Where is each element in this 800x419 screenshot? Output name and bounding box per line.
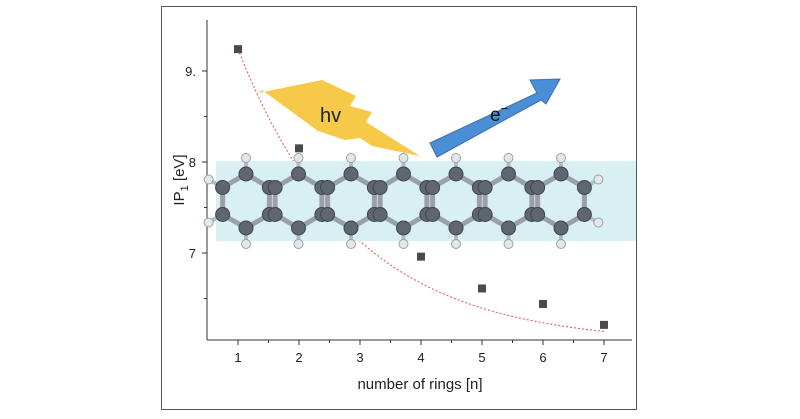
x-tick-label: 5: [478, 350, 485, 365]
data-point: [600, 320, 608, 329]
hydrogen-atom: [398, 239, 409, 249]
carbon-atom: [425, 207, 441, 222]
hydrogen-atom: [593, 217, 604, 228]
data-point: [295, 144, 303, 153]
hydrogen-atom: [398, 153, 409, 163]
carbon-atom: [267, 180, 283, 195]
hydrogen-atom: [593, 174, 604, 185]
electron-arrow-icon: [429, 78, 561, 158]
hydrogen-atom: [451, 239, 461, 249]
electron-label: e−: [490, 101, 508, 126]
electron-label-base: e: [490, 105, 501, 126]
y-tick-label: 9.: [185, 64, 196, 79]
carbon-atom: [477, 180, 493, 195]
fit-curve: [237, 49, 605, 332]
data-point: [539, 299, 547, 308]
carbon-atom: [320, 180, 336, 195]
carbon-atom: [576, 207, 592, 222]
carbon-atom: [320, 207, 336, 222]
y-tick-label: 8: [189, 155, 196, 170]
data-points-layer: [234, 45, 608, 329]
carbon-atom: [372, 180, 388, 195]
carbon-atom: [291, 220, 306, 236]
carbon-atom: [425, 180, 441, 195]
carbon-atom: [501, 220, 516, 236]
carbon-atom: [448, 166, 464, 182]
carbon-atom: [553, 220, 569, 236]
hydrogen-atom: [503, 153, 514, 163]
carbon-atom: [530, 180, 546, 195]
hydrogen-atom: [293, 239, 304, 249]
hydrogen-atom: [241, 239, 251, 249]
data-point: [417, 252, 425, 261]
carbon-atom: [343, 166, 359, 182]
carbon-atom: [215, 207, 231, 222]
carbon-atom: [501, 166, 516, 182]
pentacene-molecule: [203, 153, 604, 249]
lightning-bolt-icon: [258, 80, 420, 156]
fit-curve-layer: [237, 49, 605, 332]
carbon-atom: [530, 207, 546, 222]
carbon-atom: [576, 180, 592, 195]
carbon-atom: [238, 166, 254, 182]
x-axis-title: number of rings [n]: [357, 376, 482, 393]
y-tick-label: 7: [189, 246, 196, 261]
hydrogen-atom: [556, 153, 566, 163]
x-tick-label: 3: [356, 350, 363, 365]
hydrogen-atom: [451, 153, 461, 163]
carbon-atom: [372, 207, 388, 222]
carbon-atom: [396, 220, 411, 236]
x-tick-label: 4: [417, 350, 424, 365]
carbon-atom: [477, 207, 493, 222]
hydrogen-atom: [241, 153, 251, 163]
hydrogen-atom: [503, 239, 514, 249]
y-axis-title-sub: 1: [179, 185, 191, 191]
hydrogen-atom: [203, 217, 214, 228]
carbon-atom: [267, 207, 283, 222]
hydrogen-atom: [556, 239, 566, 249]
hydrogen-atom: [346, 239, 356, 249]
y-axis-title-main: IP: [171, 191, 188, 205]
carbon-atom: [291, 166, 306, 182]
y-axis-title: IP1 [eV]: [171, 154, 191, 205]
x-tick-label: 7: [600, 350, 607, 365]
electron-label-sup: −: [501, 101, 509, 116]
x-tick-label: 6: [539, 350, 546, 365]
carbon-atom: [238, 220, 254, 236]
carbon-atom: [448, 220, 464, 236]
carbon-atom: [396, 166, 411, 182]
hydrogen-atom: [293, 153, 304, 163]
hydrogen-atom: [346, 153, 356, 163]
carbon-atom: [215, 180, 231, 195]
data-point: [234, 45, 242, 54]
x-tick-label: 2: [295, 350, 302, 365]
data-point: [478, 284, 486, 293]
ticks-layer: 1 2 3 4 5 6 7 9. 8 7: [185, 64, 607, 365]
carbon-atom: [343, 220, 359, 236]
y-axis-title-unit: [eV]: [171, 154, 188, 185]
x-tick-label: 1: [234, 350, 241, 365]
photon-label: hv: [320, 105, 341, 127]
hydrogen-atom: [203, 174, 214, 185]
carbon-atom: [553, 166, 569, 182]
